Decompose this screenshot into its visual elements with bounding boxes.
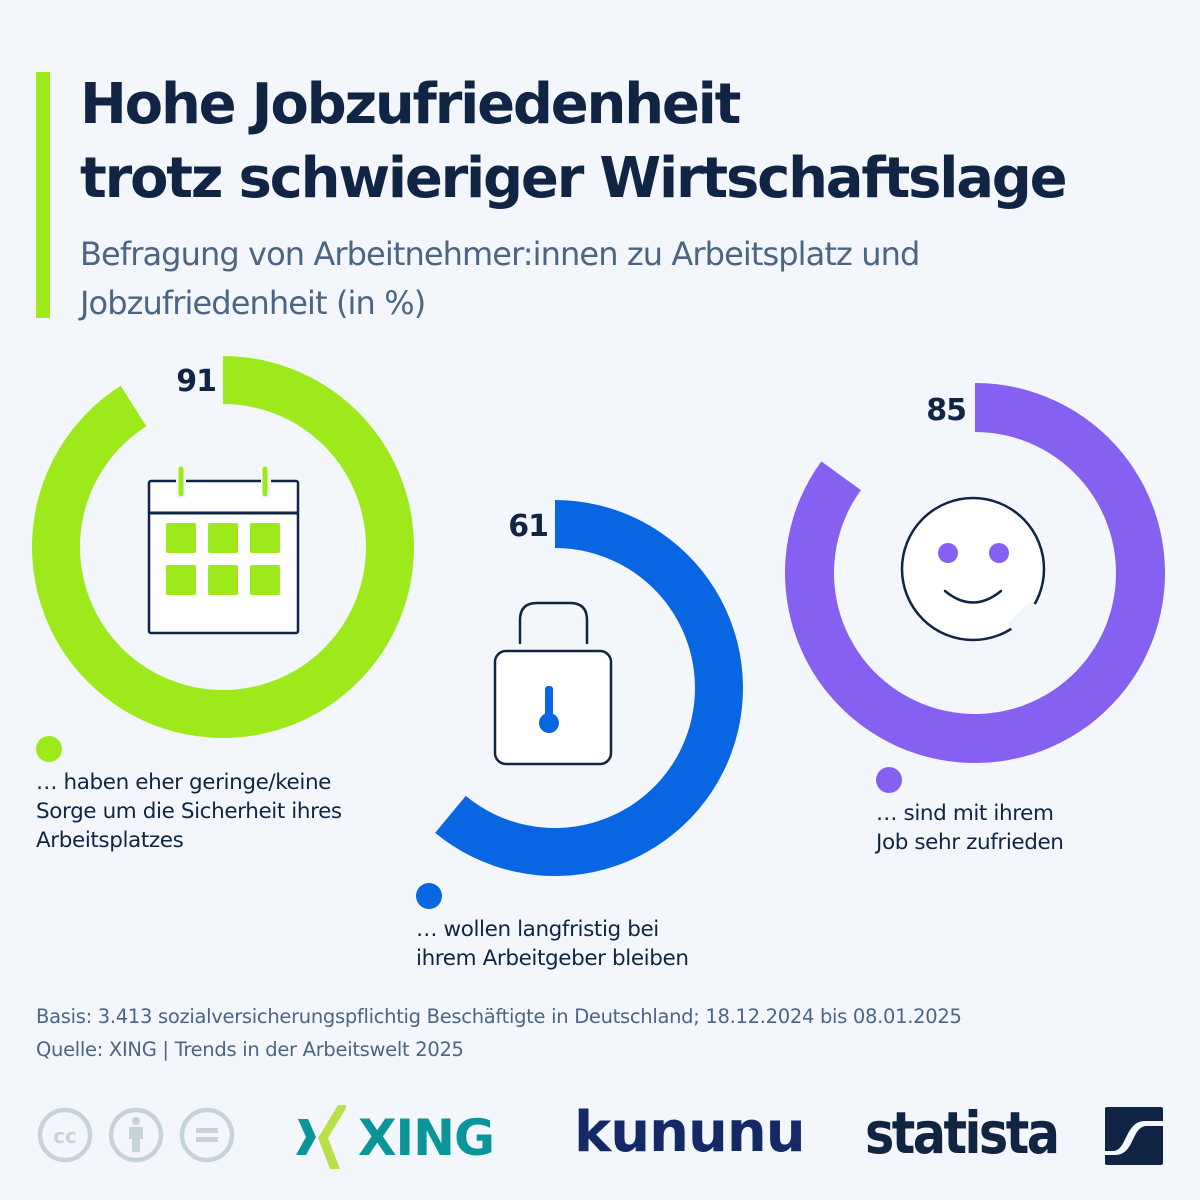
cc-icon[interactable]: cc — [36, 1106, 94, 1164]
page-title: Hohe Jobzufriedenheit trotz schwieriger … — [80, 68, 1180, 216]
legend-text-line: Sorge um die Sicherheit ihres — [36, 799, 342, 824]
attribution-icon[interactable] — [107, 1106, 165, 1164]
padlock-icon — [493, 601, 613, 766]
smiley-face-icon — [900, 496, 1046, 642]
page-subtitle: Befragung von Arbeitnehmer:innen zu Arbe… — [80, 230, 1160, 328]
title-line-1: Hohe Jobzufriedenheit — [80, 72, 741, 137]
kununu-logo[interactable]: kununu — [574, 1100, 806, 1165]
donut-group-job-satisfaction: 85 — [785, 383, 1166, 763]
legend-dot-blue — [416, 883, 442, 909]
svg-text:cc: cc — [53, 1124, 77, 1148]
statista-wordmark: statista — [865, 1099, 1060, 1167]
progress-arc-stay-with-employer — [435, 500, 743, 877]
legend-text-line: ihrem Arbeitgeber bleiben — [416, 946, 689, 971]
footer-notes: Basis: 3.413 sozialversicherungspflichti… — [36, 1000, 1176, 1066]
title-line-2: trotz schwieriger Wirtschaftslage — [80, 146, 1068, 211]
calendar-icon — [147, 465, 300, 635]
donut-group-job-security: 91 — [32, 356, 414, 738]
license-icons: cc — [36, 1106, 236, 1164]
legend-text-line: Arbeitsplatzes — [36, 828, 184, 853]
title-accent-bar — [36, 72, 50, 318]
basis-note: Basis: 3.413 sozialversicherungspflichti… — [36, 1005, 962, 1028]
source-note: Quelle: XING | Trends in der Arbeitswelt… — [36, 1038, 464, 1061]
legend-dot-green — [36, 736, 62, 762]
value-label-stay-with-employer: 61 — [508, 509, 548, 544]
legend-text-line: … wollen langfristig bei — [416, 917, 659, 942]
subtitle-line-2: Jobzufriedenheit (in %) — [80, 284, 426, 322]
legend-text-line: … haben eher geringe/keine — [36, 770, 331, 795]
subtitle-line-1: Befragung von Arbeitnehmer:innen zu Arbe… — [80, 235, 920, 273]
legend-job-satisfaction: … sind mit ihrem Job sehr zufrieden — [876, 767, 1064, 857]
donut-group-stay-with-employer: 61 — [435, 500, 743, 877]
legend-dot-purple — [876, 767, 902, 793]
no-derivatives-icon[interactable] — [178, 1106, 236, 1164]
value-label-job-satisfaction: 85 — [926, 393, 966, 428]
value-label-job-security: 91 — [176, 364, 216, 399]
xing-x-icon — [296, 1105, 346, 1169]
legend-job-security: … haben eher geringe/keine Sorge um die … — [36, 736, 342, 855]
statista-logo[interactable]: statista — [865, 1098, 1163, 1168]
legend-stay-with-employer: … wollen langfristig bei ihrem Arbeitgeb… — [416, 883, 689, 973]
donut-chart-area: 91 61 85 — [32, 356, 1166, 877]
statista-mark-icon — [1105, 1107, 1163, 1165]
xing-logo[interactable]: XING — [296, 1105, 495, 1171]
xing-wordmark: XING — [358, 1109, 495, 1167]
legend-text-line: Job sehr zufrieden — [876, 830, 1064, 855]
legend-text-line: … sind mit ihrem — [876, 801, 1054, 826]
